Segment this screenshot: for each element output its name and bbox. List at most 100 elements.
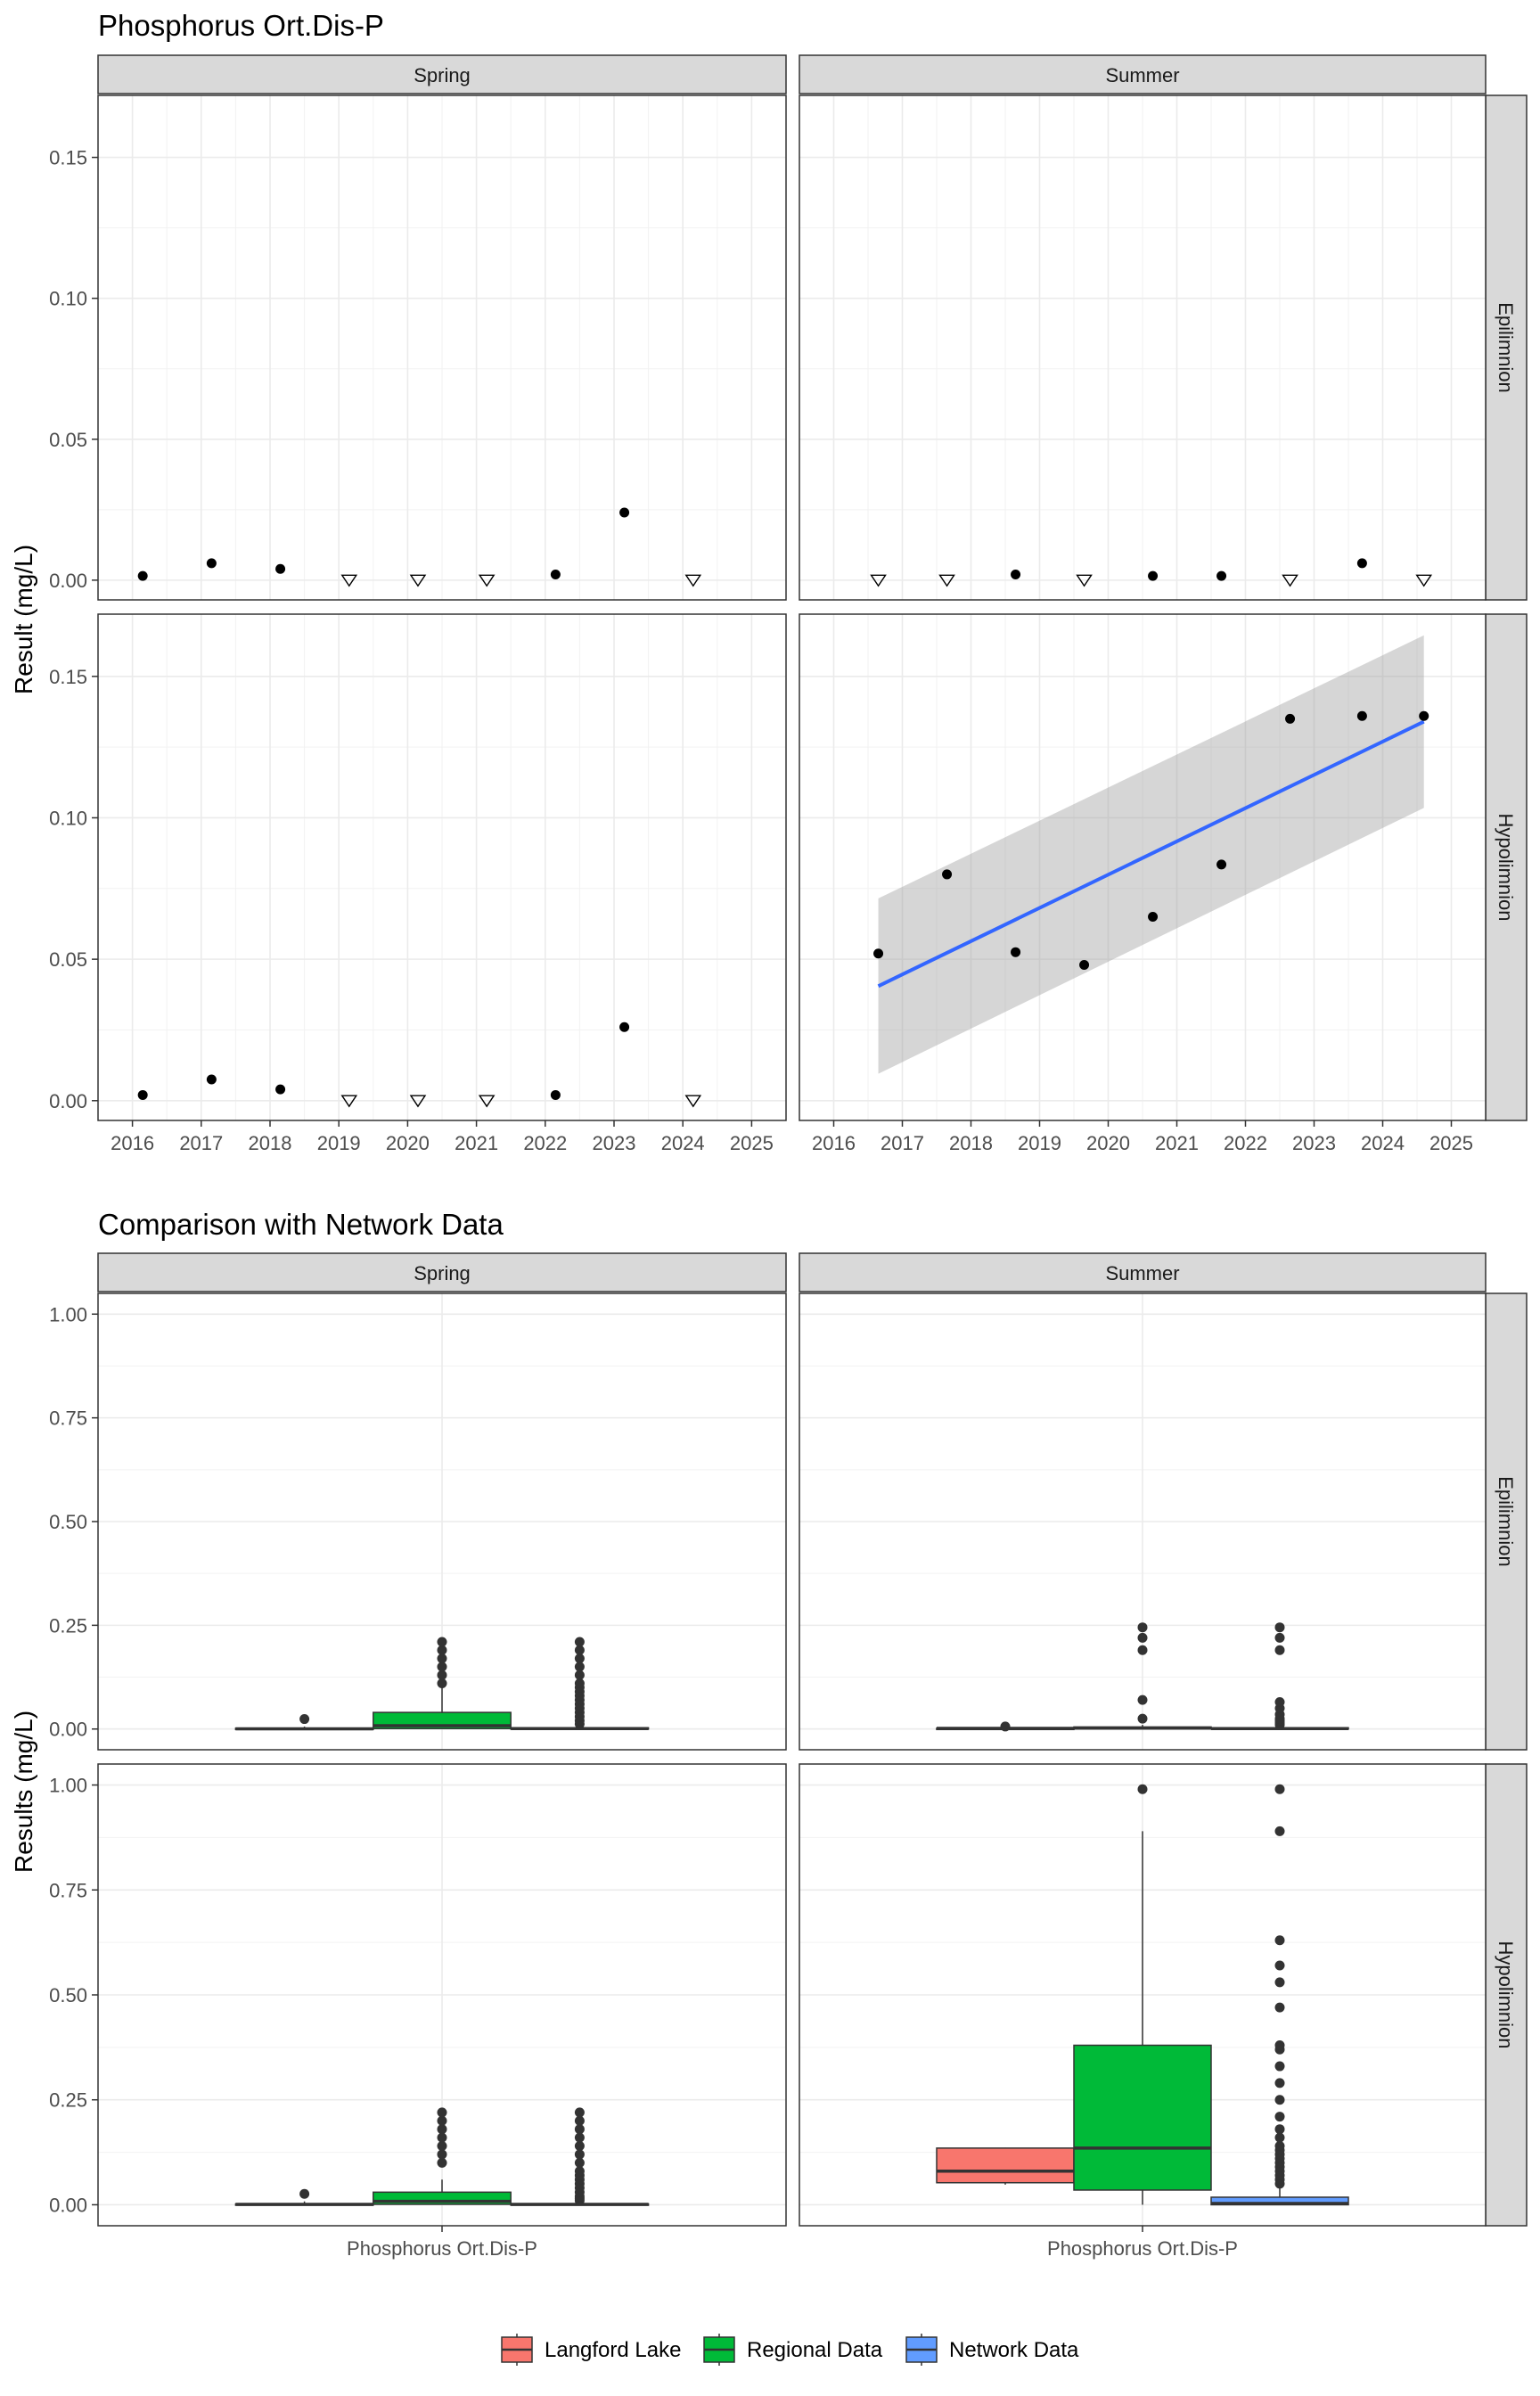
data-point <box>206 558 217 569</box>
y-tick-label: 0.10 <box>49 807 87 829</box>
outlier-point <box>1274 2132 1285 2143</box>
outlier-point <box>574 1645 585 1655</box>
outlier-point <box>1274 2078 1285 2088</box>
data-point <box>1356 558 1367 569</box>
x-tick-label: 2018 <box>949 1132 993 1154</box>
x-tick-label: 2020 <box>1086 1132 1130 1154</box>
x-tick-label: 2022 <box>523 1132 567 1154</box>
facet-strip-spring <box>97 54 787 94</box>
outlier-point <box>574 1637 585 1647</box>
censored-point <box>478 1095 496 1108</box>
scatter-panel-spring-hypolimnion <box>97 613 787 1121</box>
y-tick-label: 0.75 <box>49 1879 87 1901</box>
censored-point <box>409 574 427 587</box>
outlier-point <box>1274 2040 1285 2051</box>
x-tick-label: Phosphorus Ort.Dis-P <box>1047 2237 1238 2260</box>
outlier-point <box>437 2124 447 2135</box>
x-tick-label: 2016 <box>812 1132 856 1154</box>
x-tick-label: 2025 <box>730 1132 774 1154</box>
outlier-point <box>437 1645 447 1655</box>
legend-item-network-data: Network Data <box>905 2334 1079 2366</box>
box-network-data <box>510 2107 650 2206</box>
scatter-panel-summer-epilimnion <box>799 94 1487 601</box>
censored-point <box>938 574 955 587</box>
scatter-y-axis-title: Result (mg/L) <box>10 545 37 694</box>
facet-strip-label-summer: Summer <box>1105 1262 1179 1284</box>
outlier-point <box>1274 1696 1285 1707</box>
outlier-point <box>1137 1713 1148 1724</box>
data-point <box>550 570 561 580</box>
censored-point <box>1282 574 1298 587</box>
y-tick-label: 0.15 <box>49 666 87 688</box>
scatter-panel-summer-hypolimnion <box>799 613 1487 1121</box>
x-tick-label: 2024 <box>661 1132 705 1154</box>
scatter-facet-grid: Spring Summer Epilimnion Hypolimnion 0.00 0.0… <box>49 54 1528 1154</box>
outlier-point <box>574 2149 585 2160</box>
data-point <box>1356 710 1367 721</box>
data-point <box>550 1089 561 1100</box>
y-tick-label: 0.00 <box>49 1090 87 1112</box>
outlier-point <box>1137 1645 1148 1655</box>
outlier-point <box>1274 2002 1285 2013</box>
box-iqr <box>936 2147 1075 2184</box>
legend: Langford Lake Regional Data Network Data <box>501 2334 1079 2366</box>
trend-line <box>877 719 1425 989</box>
y-tick-label: 0.75 <box>49 1407 87 1430</box>
facet-strip-summer <box>799 1252 1487 1292</box>
x-tick-label: 2020 <box>386 1132 430 1154</box>
box-panel-summer-hypolimnion <box>799 1763 1487 2227</box>
outlier-point <box>1274 1632 1285 1643</box>
y-tick-label: 0.00 <box>49 1719 87 1741</box>
box-regional-data <box>373 1637 512 1730</box>
y-tick-label: 0.25 <box>49 2089 87 2112</box>
box-iqr <box>1073 2044 1212 2191</box>
censored-point <box>684 1095 702 1108</box>
outlier-point <box>1137 1622 1148 1633</box>
outlier-point <box>1137 1784 1148 1794</box>
outlier-point <box>574 2157 585 2168</box>
outlier-point <box>437 1653 447 1664</box>
outlier-point <box>574 1653 585 1664</box>
outlier-point <box>437 2157 447 2168</box>
row-strip-epilimnion <box>1485 1292 1528 1751</box>
x-tick-label: 2018 <box>249 1132 292 1154</box>
outlier-point <box>1274 1977 1285 1988</box>
data-point <box>1148 570 1159 581</box>
censored-point <box>870 574 887 587</box>
facet-strip-label-spring: Spring <box>414 1262 471 1284</box>
legend-label-regional-data: Regional Data <box>747 2338 883 2362</box>
outlier-point <box>574 2115 585 2126</box>
outlier-point <box>299 1714 310 1725</box>
data-point <box>206 1074 217 1085</box>
facet-strip-label-spring: Spring <box>414 64 471 86</box>
box-panel-spring-hypolimnion <box>97 1763 787 2227</box>
y-tick-label: 0.10 <box>49 288 87 310</box>
facet-strip-label-summer: Summer <box>1105 64 1179 86</box>
row-strip-label-epilimnion: Epilimnion <box>1495 302 1517 393</box>
outlier-point <box>1274 2061 1285 2072</box>
censored-point <box>684 574 702 587</box>
x-tick-label: 2021 <box>1155 1132 1199 1154</box>
row-strip-label-epilimnion: Epilimnion <box>1495 1476 1517 1567</box>
data-point <box>1011 570 1021 580</box>
facet-strip-summer <box>799 54 1487 94</box>
x-tick-label: 2021 <box>455 1132 498 1154</box>
panel-border <box>97 94 787 601</box>
outlier-point <box>1274 1645 1285 1655</box>
panel-border <box>799 613 1487 1121</box>
y-tick-label: 0.50 <box>49 1984 87 2006</box>
box-regional-data <box>373 2107 512 2205</box>
y-tick-label: 0.00 <box>49 2194 87 2216</box>
panel-border <box>799 1292 1487 1751</box>
x-tick-label: 2025 <box>1429 1132 1473 1154</box>
boxplot-facet-grid: Spring Summer Epilimnion Hypolimnion 0.00 0.2… <box>49 1252 1528 2260</box>
y-tick-label: 0.05 <box>49 948 87 971</box>
outlier-point <box>1137 1632 1148 1643</box>
row-strip-label-hypolimnion: Hypolimnion <box>1495 813 1517 921</box>
outlier-point <box>437 2107 447 2118</box>
legend-label-network-data: Network Data <box>949 2338 1079 2362</box>
outlier-point <box>1274 1960 1285 1971</box>
box-langford-lake <box>936 2147 1075 2185</box>
outlier-point <box>1274 1826 1285 1836</box>
